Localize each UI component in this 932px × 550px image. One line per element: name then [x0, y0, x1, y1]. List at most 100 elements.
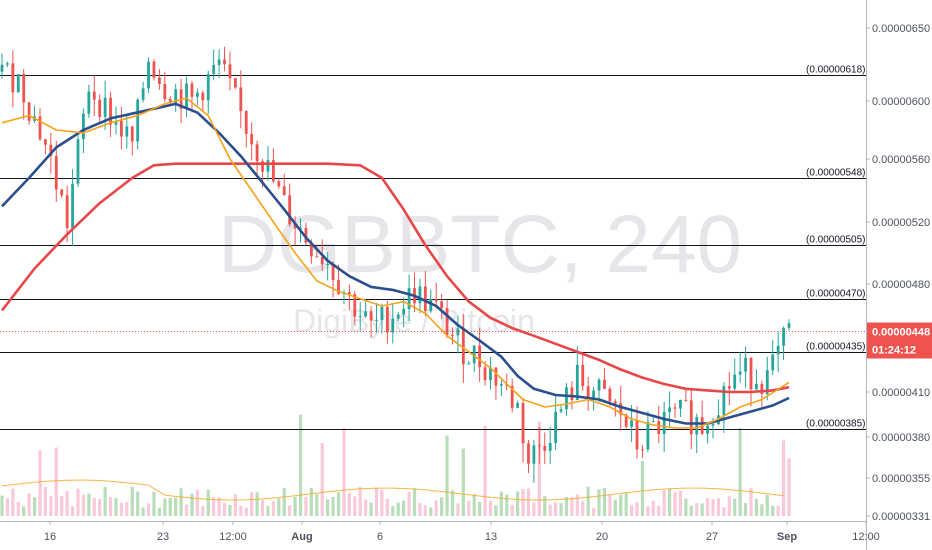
price-axis[interactable]: 0.00000650 0.00000600 0.00000560 0.00000520…: [866, 0, 930, 550]
volume-bar: [11, 488, 15, 516]
volume-bar: [667, 488, 672, 516]
volume-bar: [700, 503, 704, 516]
volume-bar: [266, 506, 270, 516]
volume-bar: [418, 503, 422, 516]
last-price-tag: [867, 322, 932, 341]
candle-body: [575, 364, 579, 401]
volume-bar: [450, 490, 455, 516]
candle-body: [60, 189, 64, 196]
volume-bar: [521, 488, 525, 516]
candle-body: [434, 299, 438, 302]
candle-body: [375, 319, 378, 321]
moving-averages: [0, 97, 790, 429]
volume-bar: [548, 504, 552, 516]
volume-bar: [733, 498, 737, 516]
volume-bar: [320, 443, 324, 516]
volume-bar: [781, 440, 786, 516]
time-axis[interactable]: 16 23 12:00 Aug 6 13 20 27 Sep 12:00: [0, 521, 880, 543]
volume-bar: [54, 447, 58, 516]
volume-bar: [705, 498, 710, 516]
volume-bar: [651, 500, 655, 516]
volume-bar: [630, 505, 634, 516]
volume-bar: [711, 499, 715, 516]
volume-bar: [298, 414, 303, 516]
candle-body: [38, 116, 42, 140]
volume-bar: [38, 450, 42, 516]
candle-body: [320, 256, 324, 265]
candle-body: [158, 77, 161, 84]
candle-body: [673, 407, 677, 409]
candle-body: [201, 92, 205, 101]
volume-bar: [5, 498, 10, 516]
volume-bar: [402, 500, 406, 516]
fib-level-label: (0.00000548): [806, 168, 866, 179]
volume-bar: [81, 494, 86, 516]
volume-bar: [326, 499, 330, 516]
volume-bar: [434, 500, 438, 516]
volume-bar: [423, 505, 427, 516]
candle-body: [451, 334, 454, 336]
price-tick-label: 0.00000410: [872, 387, 930, 399]
candle-body: [353, 294, 357, 317]
volume-bar: [385, 498, 389, 516]
candle-body: [744, 357, 747, 372]
candle-body: [147, 61, 150, 89]
volume-bar: [532, 502, 536, 516]
watermark-symbol: DGBBTC, 240: [218, 199, 742, 290]
volume-bar: [684, 498, 688, 516]
countdown-value: 01:24:12: [872, 345, 916, 357]
volume-bar: [195, 489, 199, 516]
volume-bar: [336, 492, 341, 516]
volume-bar: [602, 487, 607, 516]
candle-body: [635, 420, 639, 450]
volume-bar: [564, 497, 569, 516]
volume-bar: [364, 499, 368, 516]
candle-body: [581, 364, 585, 387]
volume-bar: [456, 503, 460, 516]
volume-bar: [407, 491, 411, 516]
volume-bar: [559, 503, 563, 516]
volume-bar: [673, 491, 677, 516]
volume-bar: [282, 488, 286, 516]
volume-bar: [537, 421, 541, 516]
price-tick-label: 0.00000600: [872, 96, 930, 108]
volume-bar: [391, 506, 395, 516]
candle-body: [223, 59, 226, 65]
candle-body: [244, 111, 248, 134]
volume-bar: [738, 428, 742, 516]
candle-body: [559, 409, 563, 412]
candle-body: [646, 421, 650, 450]
candle-body: [765, 370, 769, 394]
volume-bar: [206, 489, 210, 516]
volume-bar: [179, 488, 183, 516]
candle-body: [190, 83, 194, 97]
candle-body: [195, 92, 199, 97]
candle-body: [266, 160, 270, 172]
candle-body: [630, 420, 633, 427]
volume-bar: [592, 507, 596, 516]
candle-body: [396, 314, 400, 319]
candle-body: [358, 316, 362, 318]
volume-bar: [32, 497, 37, 516]
volume-bar: [358, 486, 362, 516]
candle-body: [16, 74, 20, 93]
candle-body: [109, 97, 112, 125]
volume-bar: [92, 498, 96, 516]
candle-body: [711, 424, 715, 426]
candle-body: [570, 387, 574, 401]
candle-body: [651, 421, 655, 423]
candle-body: [71, 183, 74, 228]
candle-body: [315, 256, 319, 258]
volume-bar: [174, 497, 178, 516]
candle-body: [586, 386, 590, 400]
candle-body: [228, 64, 232, 79]
fib-level-label: (0.00000435): [806, 342, 866, 353]
volume-bar: [49, 495, 53, 516]
candle-body: [722, 386, 726, 416]
candle-body: [271, 160, 275, 182]
candle-body: [391, 318, 395, 333]
volume-bar: [494, 505, 498, 516]
candle-body: [407, 288, 411, 309]
